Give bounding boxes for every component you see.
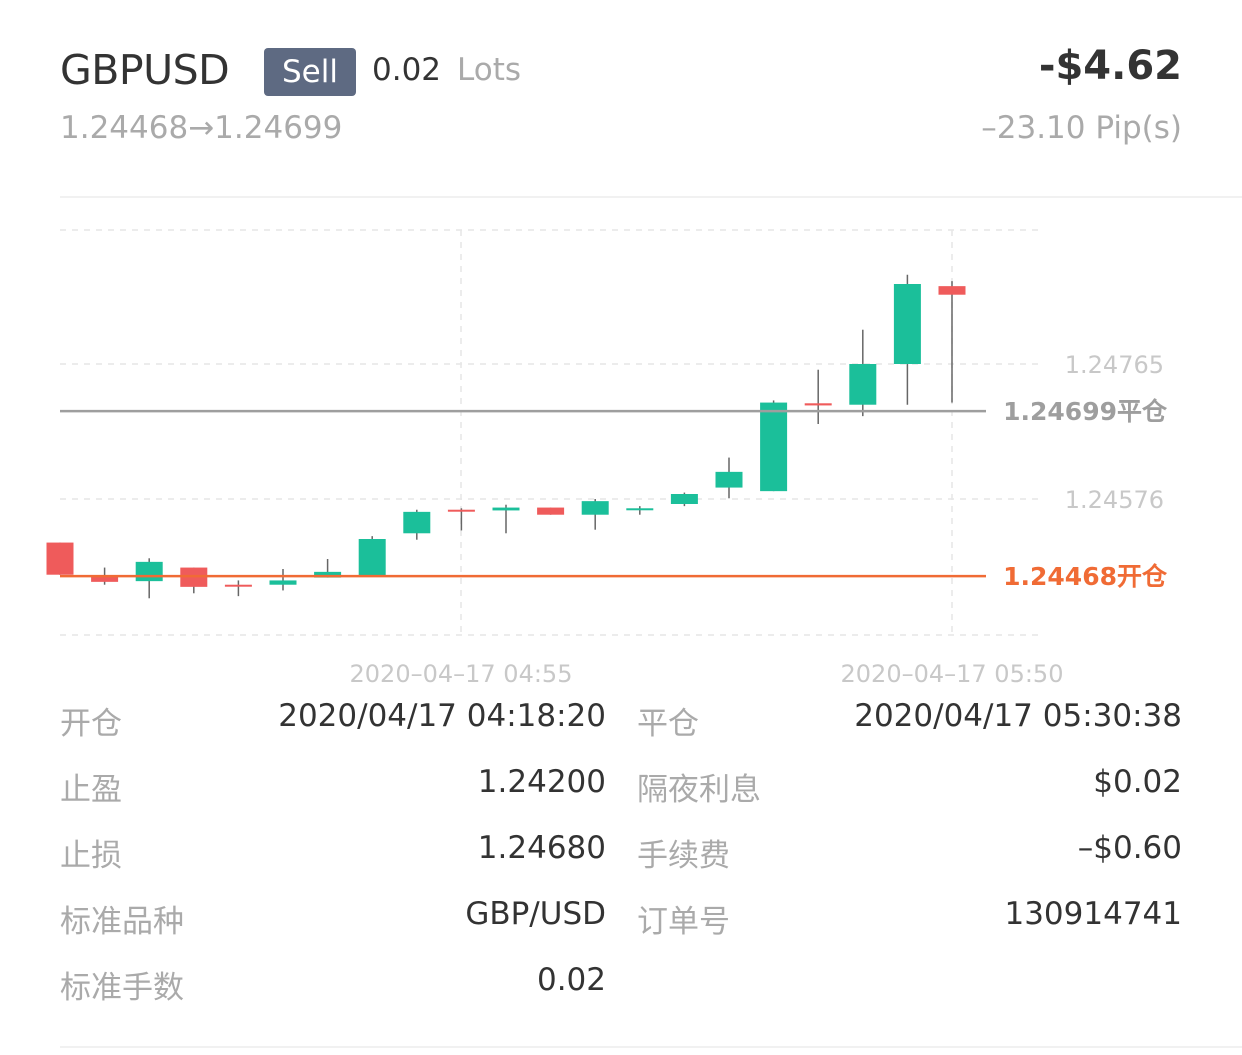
trade-header: GBPUSD Sell 0.02 Lots -$4.62 1.24468→1.2… <box>60 40 1182 160</box>
take-profit-value: 1.24200 <box>477 764 606 800</box>
candle-body-up <box>314 571 342 578</box>
commission-label: 手续费 <box>637 838 730 874</box>
candle <box>447 508 475 531</box>
stop-loss-value: 1.24680 <box>477 830 606 866</box>
detail-row-std-lots: 标准手数 0.02 <box>60 962 1182 1012</box>
candle-body-up <box>358 539 386 577</box>
detail-row-tp-swap: 止盈 1.24200 隔夜利息 $0.02 <box>60 764 1182 814</box>
candle <box>135 558 163 599</box>
candle <box>581 499 609 530</box>
candle-body-up <box>715 471 743 488</box>
pips-value: –23.10 Pip(s) <box>981 110 1182 146</box>
close-price-line-label: 1.24699平仓 <box>1003 397 1168 426</box>
commission-value: –$0.60 <box>1077 830 1182 866</box>
order-number-value: 130914741 <box>1004 896 1182 932</box>
detail-row-open-close: 开仓 2020/04/17 04:18:20 平仓 2020/04/17 05:… <box>60 698 1182 748</box>
detail-row-instrument-order: 标准品种 GBP/USD 订单号 130914741 <box>60 896 1182 946</box>
bottom-divider <box>60 1046 1242 1048</box>
y-tick-label: 1.24576 <box>1065 486 1164 514</box>
candle <box>269 569 297 591</box>
candle-body-down <box>938 286 966 295</box>
x-tick-label: 2020–04–17 04:55 <box>350 660 573 688</box>
std-lots-label: 标准手数 <box>60 970 184 1006</box>
candle-body-up <box>492 507 520 511</box>
open-price-line-label: 1.24468开仓 <box>1003 562 1168 591</box>
candle-body-up <box>893 284 921 364</box>
candle-body-up <box>760 402 788 492</box>
candle <box>492 504 520 534</box>
header-divider <box>60 196 1242 198</box>
swap-value: $0.02 <box>1093 764 1182 800</box>
candle <box>180 567 208 594</box>
y-tick-label: 1.24765 <box>1065 351 1164 379</box>
candle-body-down <box>46 542 74 575</box>
candle-body-down <box>91 576 119 582</box>
swap-label: 隔夜利息 <box>637 772 761 808</box>
order-number-label: 订单号 <box>637 904 730 940</box>
candle <box>358 536 386 577</box>
candle <box>314 559 342 578</box>
candle-body-down <box>447 509 475 512</box>
candle <box>626 506 654 515</box>
open-time-value: 2020/04/17 04:18:20 <box>278 698 606 734</box>
lots-label: Lots <box>457 52 521 88</box>
candle <box>224 580 252 597</box>
candle <box>804 369 832 424</box>
candle-body-down <box>537 507 565 515</box>
candle-body-down <box>804 403 832 406</box>
candle <box>715 457 743 499</box>
candle-body-down <box>224 584 252 587</box>
candle <box>670 492 698 507</box>
take-profit-label: 止盈 <box>60 772 122 808</box>
candle-body-up <box>135 561 163 582</box>
candle <box>893 274 921 405</box>
price-route: 1.24468→1.24699 <box>60 110 343 146</box>
detail-row-sl-commission: 止损 1.24680 手续费 –$0.60 <box>60 830 1182 880</box>
candle-body-up <box>626 508 654 511</box>
lots-value: 0.02 <box>372 52 442 88</box>
std-lots-value: 0.02 <box>536 962 606 998</box>
instrument-value: GBP/USD <box>465 896 606 932</box>
stop-loss-label: 止损 <box>60 838 122 874</box>
instrument-label: 标准品种 <box>60 904 184 940</box>
close-time-label: 平仓 <box>637 706 699 742</box>
candle-body-up <box>269 580 297 585</box>
candle <box>537 507 565 515</box>
candle-body-up <box>670 494 698 504</box>
candle-body-up <box>849 364 877 405</box>
candle <box>938 281 966 403</box>
candle <box>760 400 788 492</box>
candle <box>403 509 431 540</box>
profit-amount: -$4.62 <box>1038 43 1182 89</box>
candle <box>849 329 877 417</box>
close-time-value: 2020/04/17 05:30:38 <box>854 698 1182 734</box>
candlestick-chart[interactable]: 1.24699平仓 1.24468开仓 1.24765 1.24576 2020–04–… <box>0 200 1242 700</box>
open-time-label: 开仓 <box>60 706 122 742</box>
candle-body-up <box>581 501 609 515</box>
symbol-title: GBPUSD <box>60 46 230 94</box>
candle-body-up <box>403 511 431 534</box>
candle <box>46 542 74 575</box>
x-tick-label: 2020–04–17 05:50 <box>841 660 1064 688</box>
chart-svg: 1.24699平仓 1.24468开仓 1.24765 1.24576 2020–04–… <box>46 229 1168 688</box>
sell-badge: Sell <box>264 48 356 96</box>
